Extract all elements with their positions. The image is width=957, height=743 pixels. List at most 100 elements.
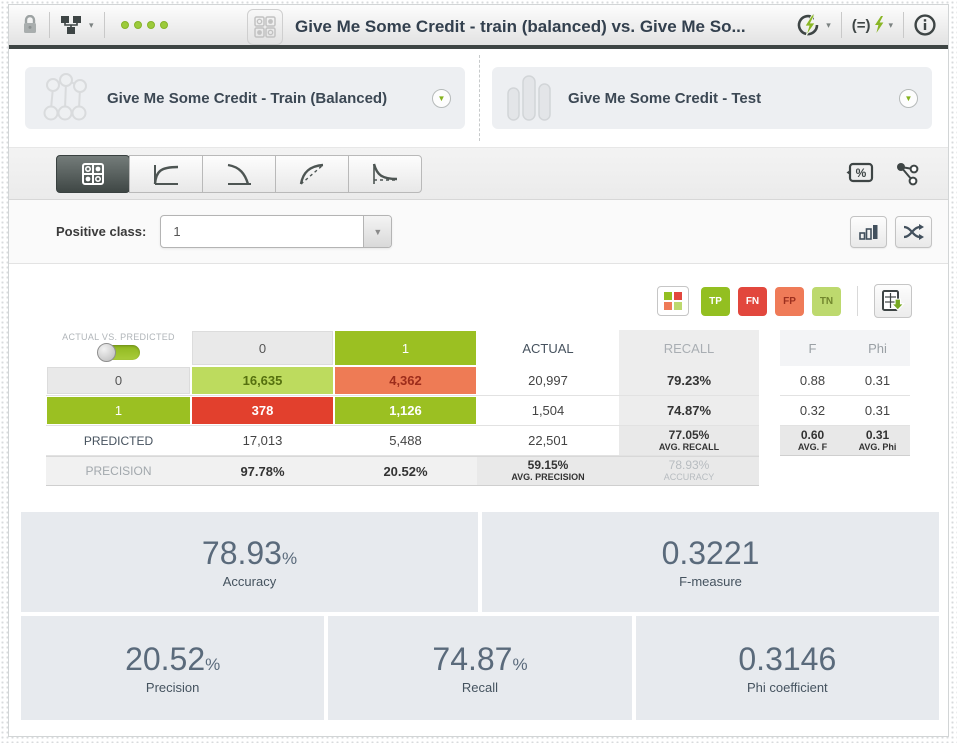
tn-color-square [674,302,682,310]
top-toolbar: ▾ Give Me Some Credi [9,5,948,49]
probability-threshold-button[interactable]: % [846,162,874,186]
precision-tile: 20.52% Precision [21,616,325,720]
compare-evaluations-button[interactable]: (=) ▾ [852,16,893,34]
tab-gain-curve[interactable] [275,154,349,193]
precision-0: 97.78% [240,463,285,479]
actual-0: 20,997 [528,373,568,388]
matrix-row-0: 0 16,635 4,362 20,997 79.23% [46,366,759,396]
fn-color-square [674,292,682,300]
col-header-1: 1 [334,330,477,366]
shuffle-classes-button[interactable] [895,215,932,248]
f-header: F [780,330,845,366]
chevron-down-icon: ▾ [888,19,893,30]
precision-tile-label: Precision [145,680,200,695]
f-phi-table: F Phi 0.88 0.31 0.32 0.31 0.60 AVG. F [780,330,910,486]
tn-cell: 16,635 [191,366,334,395]
fp-cell: 4,362 [334,366,477,395]
predicted-1: 5,488 [389,433,422,448]
phi-value: 0.3146 [738,641,837,677]
status-dot [159,21,168,29]
recall-header: RECALL [619,330,759,366]
precision-recall-icon [227,163,251,185]
tab-confusion-matrix[interactable] [56,154,130,193]
legend-chip-tn[interactable]: TN [812,286,841,316]
precision-1: 20.52% [383,463,428,479]
matrix-legend: TP FN FP TN [9,264,948,318]
evaluation-sources: Give Me Some Credit - Train (Balanced) ▼… [9,49,948,148]
row-header-0: 0 [46,366,191,395]
svg-text:%: % [856,166,867,180]
percent-bubble-icon: % [846,162,874,182]
predicted-row: PREDICTED 17,013 5,488 22,501 77.05% AVG… [46,426,759,456]
resource-tree-menu[interactable]: ▾ [60,14,94,36]
dataset-source-caret-button[interactable]: ▼ [899,88,918,108]
positive-class-value: 1 [173,224,181,239]
reload-bolt-icon [797,14,819,37]
legend-chip-tp[interactable]: TP [701,286,730,316]
shuffle-icon [903,223,924,240]
phi-0: 0.31 [864,373,891,388]
precision-row: PRECISION 97.78% 20.52% 59.15% AVG. PREC… [46,456,759,486]
gain-curve-icon [299,163,324,185]
precision-label: PRECISION [85,464,152,478]
actual-1: 1,504 [531,403,565,418]
model-icon [43,73,87,121]
chevron-down-icon: ▾ [826,19,831,30]
model-source-caret-button[interactable]: ▼ [432,88,451,108]
tab-roc-curve[interactable] [129,154,203,193]
predicted-total: 22,501 [528,433,568,448]
compare-icon: (=) [851,16,871,34]
fp-color-square [664,302,672,310]
bar-chart-view-button[interactable] [850,215,887,248]
positive-class-select[interactable]: 1 ▼ [160,215,393,248]
sources-divider [478,55,480,141]
operating-point-button[interactable] [894,161,920,187]
color-squares-icon [664,292,682,310]
avg-f-cell: 0.60 AVG. F [780,426,845,456]
info-button[interactable] [914,14,936,36]
f-phi-header-row: F Phi [780,330,910,366]
dataset-source-label: Give Me Some Credit - Test [568,89,762,107]
actual-header: ACTUAL [522,340,574,356]
toggle-label: ACTUAL VS. PREDICTED [62,332,175,342]
legend-separator [857,286,858,316]
tab-precision-recall-curve[interactable] [202,154,276,193]
legend-chip-fn[interactable]: FN [738,286,767,316]
tree-icon [61,16,81,34]
model-source-box[interactable]: Give Me Some Credit - Train (Balanced) ▼ [25,67,465,129]
dataset-source-box[interactable]: Give Me Some Credit - Test ▼ [492,67,932,129]
lock-icon-svg [24,15,36,33]
f-0: 0.88 [799,373,826,388]
export-excel-button[interactable] [874,284,912,318]
phi-header: Phi [845,330,910,366]
one-click-actions-button[interactable]: ▾ [795,12,831,38]
confusion-matrix: ACTUAL VS. PREDICTED 0 1 ACTUAL RECALL 0… [46,330,948,486]
recall-tile: 74.87% Recall [328,616,632,720]
f-phi-row-0: 0.88 0.31 [780,366,910,396]
chevron-down-icon: ▾ [89,19,94,30]
col-header-0: 0 [191,330,334,366]
lock-icon[interactable] [21,15,39,35]
f-phi-avg-row: 0.60 AVG. F 0.31 AVG. Phi [780,426,910,456]
recall-1: 74.87% [619,396,759,425]
accuracy-unit: % [281,549,298,568]
status-dot [120,21,129,29]
row-header-1: 1 [46,396,191,425]
actual-vs-predicted-toggle[interactable] [96,343,140,362]
toggle-knob [96,343,116,362]
legend-chip-fp[interactable]: FP [775,286,804,316]
avg-phi-cell: 0.31 AVG. Phi [845,426,910,456]
lift-curve-icon [372,163,398,184]
fn-cell: 378 [191,396,334,425]
summary-metrics: 78.93% Accuracy 0.3221 F-measure 20.52% … [9,486,948,720]
toolbar-separator [103,12,105,38]
info-icon [914,14,936,36]
recall-tile-label: Recall [461,680,499,695]
positive-class-row: Positive class: 1 ▼ [9,200,948,264]
tab-lift-curve[interactable] [348,154,422,193]
positive-class-label: Positive class: [56,224,147,239]
bolt-icon [875,16,884,33]
model-source-label: Give Me Some Credit - Train (Balanced) [107,89,388,107]
color-mode-button[interactable] [657,286,689,316]
select-caret-icon: ▼ [363,216,392,247]
